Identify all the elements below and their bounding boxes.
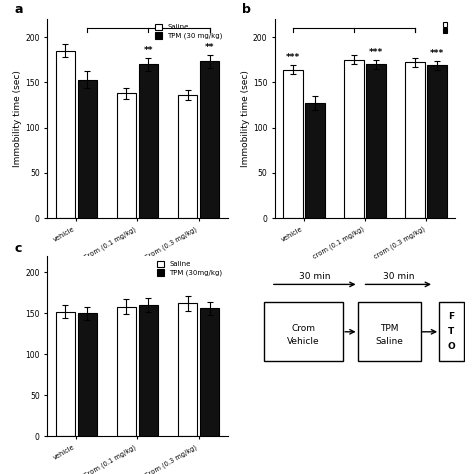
Legend: Saline, TPM (30mg/kg): Saline, TPM (30mg/kg) [155,259,224,278]
Bar [117,307,136,436]
Bar [366,64,386,218]
Y-axis label: Immobility time (sec): Immobility time (sec) [241,70,250,167]
Bar [344,60,364,218]
Bar [305,103,325,218]
Text: ***: *** [369,48,383,57]
Bar [117,93,136,218]
Y-axis label: Immobility time (sec): Immobility time (sec) [13,70,22,167]
Bar [178,95,197,218]
Bar [78,80,97,218]
Text: TPM: TPM [380,324,398,332]
Text: Crom: Crom [292,324,316,332]
Text: **: ** [205,44,214,53]
Bar [427,65,447,218]
Text: b: b [243,3,251,16]
Text: 30 min: 30 min [299,273,330,281]
Text: ***: *** [286,54,300,63]
Text: **: ** [144,46,153,55]
Bar [55,311,75,436]
Text: T: T [448,328,455,336]
Text: Saline: Saline [375,337,403,346]
FancyBboxPatch shape [264,302,343,361]
Bar [200,62,219,218]
Bar [405,63,425,218]
FancyBboxPatch shape [439,302,464,361]
Bar [139,64,158,218]
Bar [178,303,197,436]
Text: ***: *** [430,49,444,58]
Text: c: c [15,242,22,255]
Bar [78,313,97,436]
Legend: Saline, TPM (30 mg/kg): Saline, TPM (30 mg/kg) [154,22,224,41]
Bar [283,70,303,218]
FancyBboxPatch shape [357,302,421,361]
Text: 30 min: 30 min [383,273,414,281]
Text: F: F [448,312,455,321]
Legend: , : , [442,22,452,34]
Text: Vehicle: Vehicle [287,337,320,346]
Bar [139,305,158,436]
Bar [55,51,75,218]
Text: O: O [447,343,455,351]
Text: a: a [15,3,24,16]
Bar [200,309,219,436]
